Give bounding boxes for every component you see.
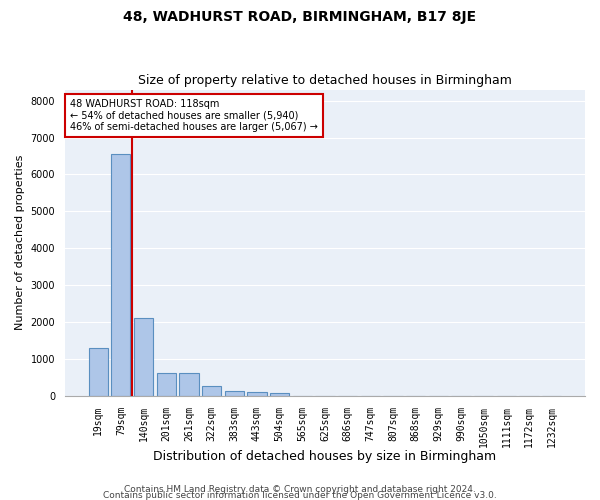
Bar xyxy=(270,394,289,396)
Text: Contains public sector information licensed under the Open Government Licence v3: Contains public sector information licen… xyxy=(103,490,497,500)
Text: Contains HM Land Registry data © Crown copyright and database right 2024.: Contains HM Land Registry data © Crown c… xyxy=(124,484,476,494)
Bar xyxy=(111,154,130,396)
Bar xyxy=(247,392,266,396)
X-axis label: Distribution of detached houses by size in Birmingham: Distribution of detached houses by size … xyxy=(154,450,497,462)
Y-axis label: Number of detached properties: Number of detached properties xyxy=(15,155,25,330)
Title: Size of property relative to detached houses in Birmingham: Size of property relative to detached ho… xyxy=(138,74,512,87)
Text: 48 WADHURST ROAD: 118sqm
← 54% of detached houses are smaller (5,940)
46% of sem: 48 WADHURST ROAD: 118sqm ← 54% of detach… xyxy=(70,98,318,132)
Bar xyxy=(179,372,199,396)
Bar xyxy=(202,386,221,396)
Bar xyxy=(89,348,108,396)
Bar xyxy=(224,390,244,396)
Bar xyxy=(134,318,153,396)
Text: 48, WADHURST ROAD, BIRMINGHAM, B17 8JE: 48, WADHURST ROAD, BIRMINGHAM, B17 8JE xyxy=(124,10,476,24)
Bar xyxy=(157,372,176,396)
